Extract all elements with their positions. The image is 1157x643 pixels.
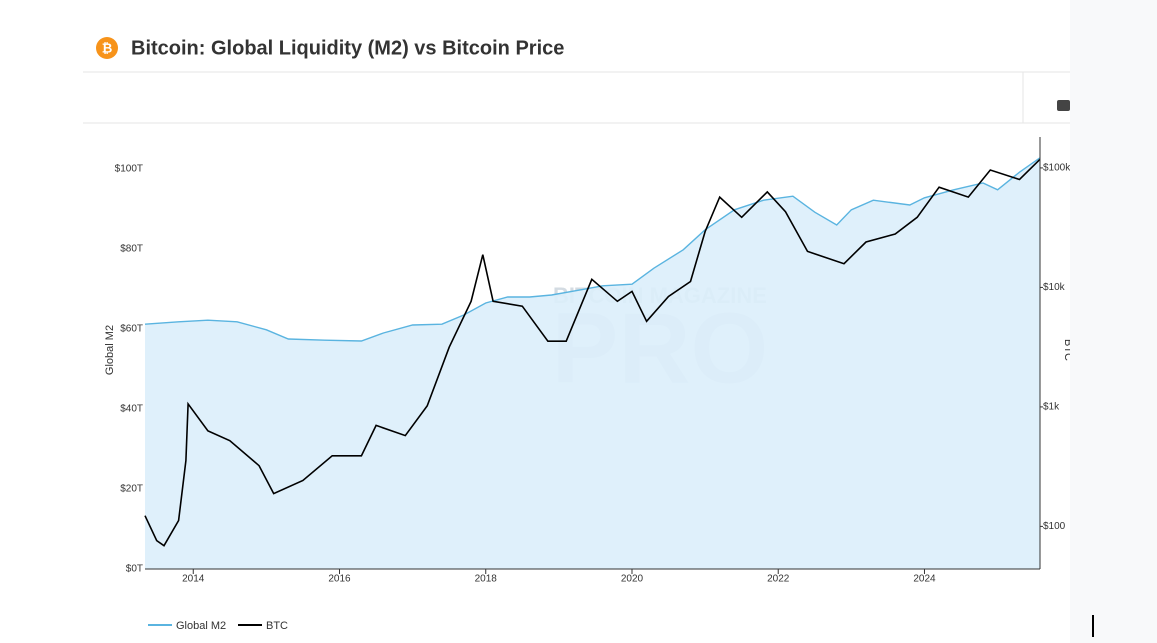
y-tick-label: $80T xyxy=(120,244,143,255)
y-tick-label: $20T xyxy=(120,484,143,495)
y-tick-label: $60T xyxy=(120,324,143,335)
area xyxy=(145,157,1040,570)
side-panel xyxy=(1070,0,1157,643)
y-tick-label: $100T xyxy=(115,164,143,175)
x-tick-label: 2016 xyxy=(328,574,351,585)
x-tick-label: 2014 xyxy=(182,574,205,585)
x-tick-label: 2024 xyxy=(913,574,936,585)
y-axis-label: Global M2 xyxy=(104,325,116,375)
y2-tick-label: $1k xyxy=(1043,402,1060,413)
y2-tick-label: $10k xyxy=(1043,282,1066,293)
chart-title: Bitcoin: Global Liquidity (M2) vs Bitcoi… xyxy=(131,37,564,59)
bitcoin-icon xyxy=(96,37,118,59)
legend-label: Global M2 xyxy=(176,620,226,632)
y-tick-label: $40T xyxy=(120,404,143,415)
y-tick-label: $0T xyxy=(126,564,143,575)
line xyxy=(144,158,1041,547)
x-tick-label: 2018 xyxy=(475,574,498,585)
y2-tick-label: $100k xyxy=(1043,163,1071,174)
y2-tick-label: $100 xyxy=(1043,521,1066,532)
camera-icon[interactable] xyxy=(1057,100,1070,111)
x-tick-label: 2022 xyxy=(767,574,790,585)
x-tick-label: 2020 xyxy=(621,574,644,585)
line xyxy=(144,157,1041,342)
bitcoin-icon-glyph: ₿ xyxy=(102,40,113,55)
legend-label: BTC xyxy=(266,620,288,632)
